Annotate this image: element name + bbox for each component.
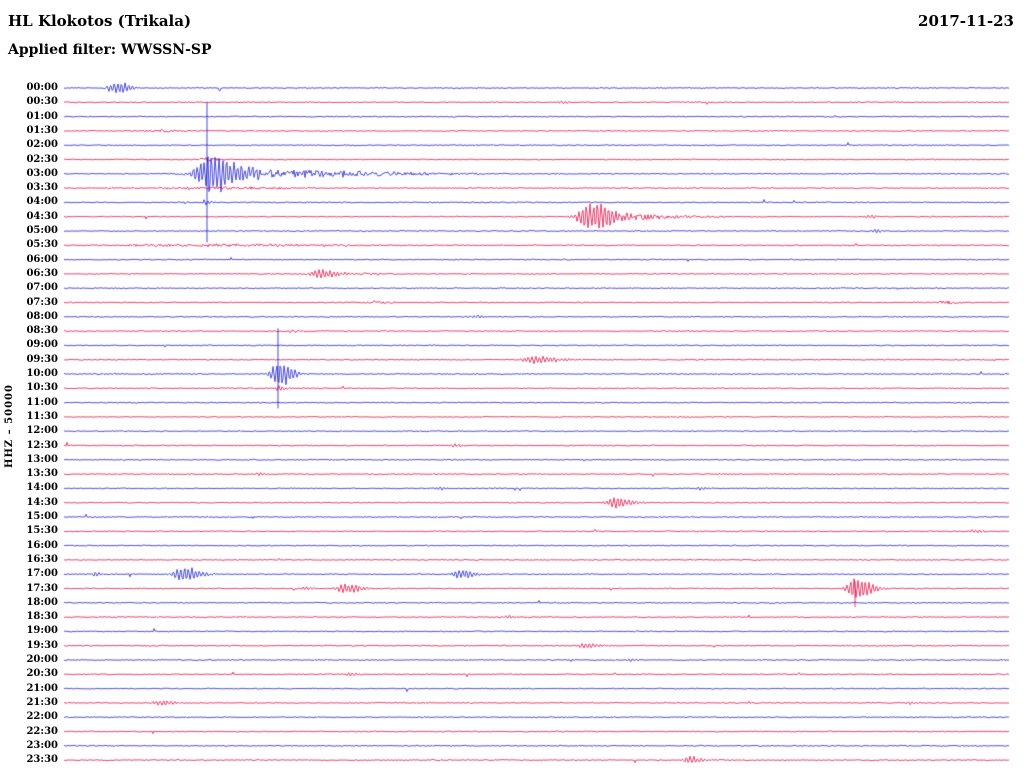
row-time-label: 09:30 (26, 353, 58, 365)
row-time-label: 03:00 (26, 167, 58, 179)
row-time-label: 07:00 (26, 282, 58, 294)
row-time-label: 08:00 (26, 310, 58, 322)
row-time-label: 17:00 (26, 568, 58, 580)
row-time-label: 20:00 (26, 654, 58, 665)
row-time-label: 11:30 (26, 410, 58, 422)
row-time-label: 00:30 (26, 96, 58, 108)
row-time-label: 01:00 (26, 110, 58, 122)
record-date: 2017-11-23 (918, 12, 1014, 30)
row-time-label: 05:30 (26, 239, 58, 251)
row-time-label: 15:00 (26, 511, 58, 522)
row-time-label: 23:30 (26, 754, 58, 766)
row-time-label: 01:30 (26, 124, 58, 136)
row-time-label: 08:30 (26, 325, 58, 337)
row-time-label: 22:30 (26, 725, 58, 737)
row-time-label: 23:00 (26, 739, 58, 751)
row-time-label: 04:00 (26, 196, 58, 208)
row-time-label: 06:00 (26, 253, 58, 265)
row-time-label: 14:00 (26, 482, 58, 494)
row-time-label: 19:00 (26, 625, 58, 637)
row-time-label: 13:30 (26, 468, 58, 480)
row-time-label: 09:00 (26, 339, 58, 351)
row-time-label: 18:30 (26, 611, 58, 623)
row-time-label: 00:00 (26, 82, 58, 93)
row-time-label: 14:30 (26, 496, 58, 508)
row-time-label: 04:30 (26, 210, 58, 222)
row-time-label: 12:30 (26, 439, 58, 451)
filter-label: Applied filter: WWSSN-SP (8, 42, 212, 58)
row-time-label: 16:30 (26, 553, 58, 565)
row-time-label: 18:00 (26, 596, 58, 608)
row-time-label: 06:30 (26, 267, 58, 279)
row-time-label: 07:30 (26, 296, 58, 308)
row-time-label: 12:00 (26, 425, 58, 437)
row-time-label: 10:00 (26, 368, 58, 379)
row-time-label: 17:30 (26, 582, 58, 594)
row-time-label: 21:30 (26, 696, 58, 708)
row-time-label: 15:30 (26, 525, 58, 537)
row-time-label: 03:30 (26, 182, 58, 194)
row-time-label: 05:00 (26, 225, 58, 236)
row-time-label: 02:30 (26, 153, 58, 165)
row-time-label: 20:30 (26, 668, 58, 680)
row-time-label: 16:00 (26, 539, 58, 551)
row-time-label: 19:30 (26, 639, 58, 651)
row-time-label: 13:00 (26, 453, 58, 465)
row-time-label: 11:00 (26, 396, 58, 408)
row-time-label: 10:30 (26, 382, 58, 394)
row-time-label: 22:00 (26, 711, 58, 723)
row-time-label: 02:00 (26, 139, 58, 151)
station-title: HL Klokotos (Trikala) (8, 12, 192, 30)
row-time-label: 21:00 (26, 682, 58, 694)
